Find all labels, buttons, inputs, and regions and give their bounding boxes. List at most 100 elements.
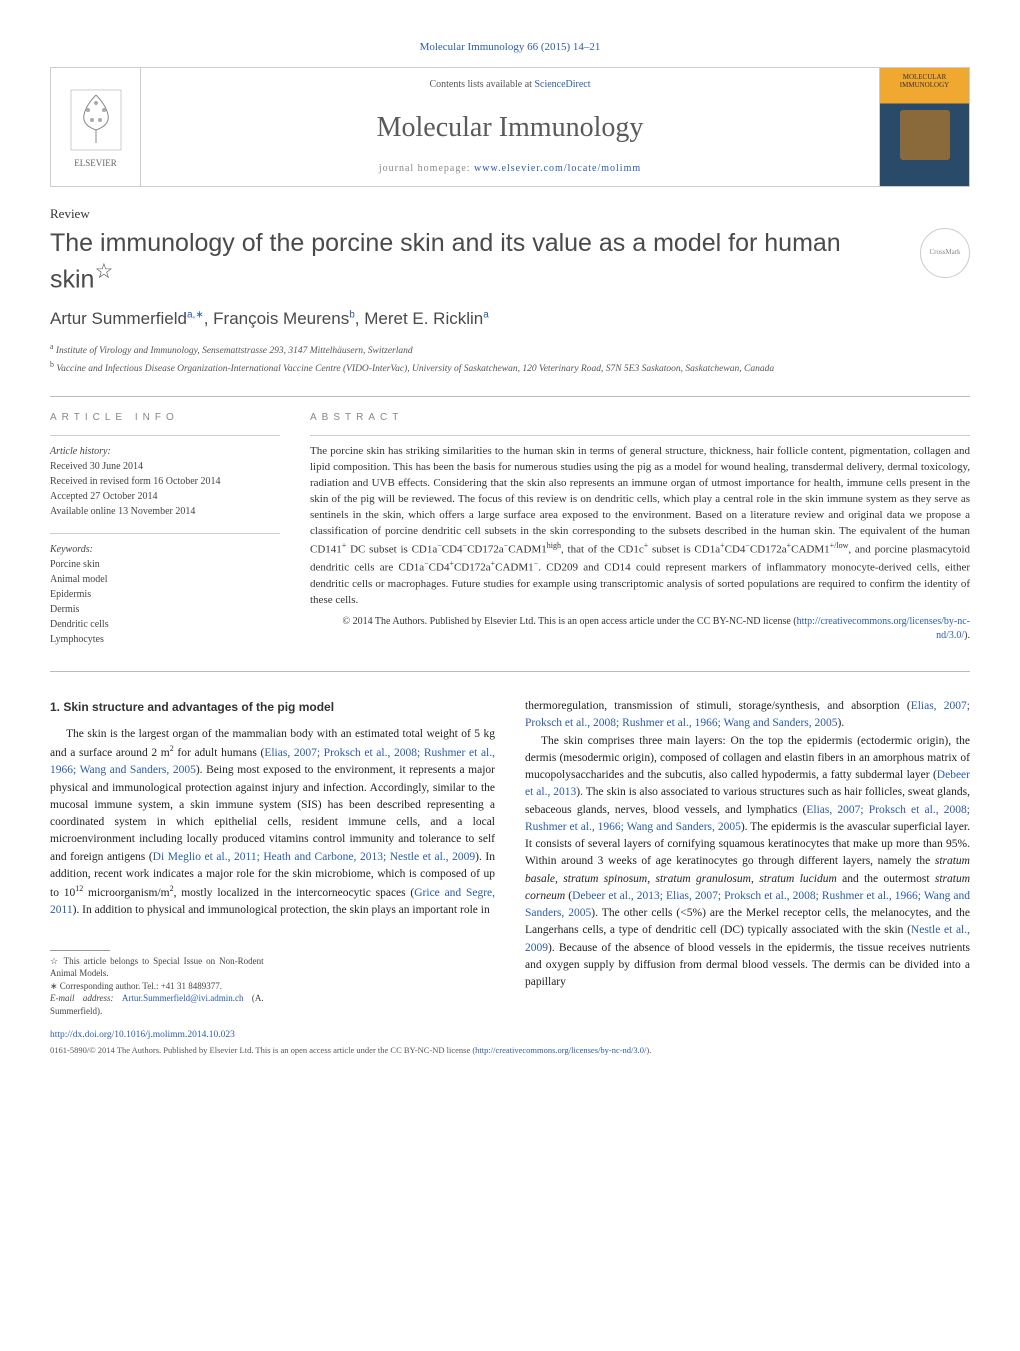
divider-bottom bbox=[50, 671, 970, 672]
elsevier-label: ELSEVIER bbox=[74, 157, 117, 170]
abs-p1: The porcine skin has striking similariti… bbox=[310, 445, 970, 555]
author-3-sup: a bbox=[483, 310, 489, 321]
contents-prefix: Contents lists available at bbox=[429, 79, 534, 90]
title-footnote-marker: ☆ bbox=[94, 260, 113, 283]
author-1: Artur Summerfield bbox=[50, 309, 187, 328]
keyword-2: Animal model bbox=[50, 572, 280, 587]
revised-date: Received in revised form 16 October 2014 bbox=[50, 474, 280, 489]
author-3: , Meret E. Ricklin bbox=[355, 309, 483, 328]
history-label: Article history: bbox=[50, 444, 280, 459]
author-1-sup: a,∗ bbox=[187, 310, 204, 321]
abs-p1b: DC subset is CD1a bbox=[346, 543, 437, 555]
right-column: thermoregulation, transmission of stimul… bbox=[525, 698, 970, 1017]
footer-copy-b: ). bbox=[646, 1045, 651, 1055]
col1-paragraph-1: The skin is the largest organ of the mam… bbox=[50, 726, 495, 919]
col2-paragraph-1: thermoregulation, transmission of stimul… bbox=[525, 698, 970, 733]
article-info-header: ARTICLE INFO bbox=[50, 411, 280, 425]
c1p1f: , mostly localized in the intercorneocyt… bbox=[174, 887, 415, 899]
c2p2e: , bbox=[647, 873, 655, 885]
contents-available-line: Contents lists available at ScienceDirec… bbox=[429, 78, 590, 92]
homepage-line: journal homepage: www.elsevier.com/locat… bbox=[379, 162, 641, 176]
c2p2f: , bbox=[751, 873, 759, 885]
abs-p1c: CD4 bbox=[442, 543, 463, 555]
footnote-divider bbox=[50, 950, 110, 951]
corresponding-email-link[interactable]: Artur.Summerfield@ivi.admin.ch bbox=[122, 993, 244, 1003]
c1p1c: ). Being most exposed to the environment… bbox=[50, 764, 495, 862]
abstract-subdivider bbox=[310, 435, 970, 436]
author-2: , François Meurens bbox=[204, 309, 350, 328]
affiliation-b-text: Vaccine and Infectious Disease Organizat… bbox=[56, 364, 774, 374]
footnotes: ☆ This article belongs to Special Issue … bbox=[50, 950, 264, 1018]
abstract-column: ABSTRACT The porcine skin has striking s… bbox=[310, 411, 970, 661]
article-type: Review bbox=[50, 205, 970, 223]
journal-cover-thumbnail: MOLECULAR IMMUNOLOGY bbox=[879, 68, 969, 186]
journal-reference: Molecular Immunology 66 (2015) 14–21 bbox=[50, 40, 970, 55]
em2: stratum spinosum bbox=[563, 873, 647, 885]
abs-p1e: CADM1 bbox=[508, 543, 547, 555]
c2p2g: and the outermost bbox=[837, 873, 935, 885]
affiliation-a: a Institute of Virology and Immunology, … bbox=[50, 341, 970, 358]
journal-homepage-link[interactable]: www.elsevier.com/locate/molimm bbox=[474, 163, 641, 174]
keyword-4: Dermis bbox=[50, 602, 280, 617]
article-history: Article history: Received 30 June 2014 R… bbox=[50, 444, 280, 519]
citation-2[interactable]: Di Meglio et al., 2011; Heath and Carbon… bbox=[153, 851, 475, 863]
em4: stratum lucidum bbox=[759, 873, 837, 885]
c1p1g: ). In addition to physical and immunolog… bbox=[73, 904, 490, 916]
keyword-6: Lymphocytes bbox=[50, 632, 280, 647]
header-center: Contents lists available at ScienceDirec… bbox=[141, 68, 879, 186]
abs-p1l: CD4 bbox=[429, 562, 450, 574]
title-text: The immunology of the porcine skin and i… bbox=[50, 229, 841, 294]
affiliations: a Institute of Virology and Immunology, … bbox=[50, 341, 970, 376]
journal-name: Molecular Immunology bbox=[377, 108, 644, 147]
crossmark-badge[interactable]: CrossMark bbox=[920, 228, 970, 278]
abs-p1f: , that of the CD1c bbox=[561, 543, 644, 555]
left-column: 1. Skin structure and advantages of the … bbox=[50, 698, 495, 1017]
c2p1b: ). bbox=[838, 717, 845, 729]
abs-p1n: CADM1 bbox=[495, 562, 534, 574]
copyright-text: © 2014 The Authors. Published by Elsevie… bbox=[343, 616, 797, 627]
info-subdivider-1 bbox=[50, 435, 280, 436]
keyword-1: Porcine skin bbox=[50, 557, 280, 572]
keyword-3: Epidermis bbox=[50, 587, 280, 602]
affiliation-a-text: Institute of Virology and Immunology, Se… bbox=[56, 346, 413, 356]
c2p2j: ). Because of the absence of blood vesse… bbox=[525, 942, 970, 989]
footer-copy-a: 0161-5890/© 2014 The Authors. Published … bbox=[50, 1045, 475, 1055]
keywords-label: Keywords: bbox=[50, 542, 280, 557]
abs-p1h: CD4 bbox=[725, 543, 746, 555]
footnote-star: ☆ This article belongs to Special Issue … bbox=[50, 955, 264, 980]
online-date: Available online 13 November 2014 bbox=[50, 504, 280, 519]
accepted-date: Accepted 27 October 2014 bbox=[50, 489, 280, 504]
keywords-block: Keywords: Porcine skin Animal model Epid… bbox=[50, 542, 280, 647]
footer-license-link[interactable]: http://creativecommons.org/licenses/by-n… bbox=[475, 1045, 646, 1055]
abs-p1j: CADM1 bbox=[791, 543, 830, 555]
c1p1e: microorganism/m bbox=[83, 887, 169, 899]
c2p2a: The skin comprises three main layers: On… bbox=[525, 735, 970, 782]
keyword-5: Dendritic cells bbox=[50, 617, 280, 632]
journal-header-box: ELSEVIER Contents lists available at Sci… bbox=[50, 67, 970, 187]
sciencedirect-link[interactable]: ScienceDirect bbox=[534, 79, 590, 90]
doi-link[interactable]: http://dx.doi.org/10.1016/j.molimm.2014.… bbox=[50, 1029, 970, 1042]
abstract-copyright: © 2014 The Authors. Published by Elsevie… bbox=[310, 615, 970, 643]
elsevier-logo: ELSEVIER bbox=[51, 68, 141, 186]
license-link[interactable]: http://creativecommons.org/licenses/by-n… bbox=[797, 616, 970, 641]
c2p1a: thermoregulation, transmission of stimul… bbox=[525, 700, 911, 712]
affiliation-b: b Vaccine and Infectious Disease Organiz… bbox=[50, 359, 970, 376]
divider-top bbox=[50, 396, 970, 397]
c1p1b: for adult humans ( bbox=[174, 747, 265, 759]
col2-paragraph-2: The skin comprises three main layers: On… bbox=[525, 733, 970, 992]
abs-p1m: CD172a bbox=[454, 562, 491, 574]
received-date: Received 30 June 2014 bbox=[50, 459, 280, 474]
elsevier-tree-icon bbox=[66, 85, 126, 155]
copyright-end: ). bbox=[964, 630, 970, 641]
c2p2i: ). The other cells (<5%) are the Merkel … bbox=[525, 907, 970, 936]
abs-p1g: subset is CD1a bbox=[648, 543, 720, 555]
footnote-corresponding: ∗ Corresponding author. Tel.: +41 31 848… bbox=[50, 980, 264, 993]
article-title: The immunology of the porcine skin and i… bbox=[50, 228, 900, 296]
authors-line: Artur Summerfielda,∗, François Meurensb,… bbox=[50, 307, 970, 331]
cover-title: MOLECULAR IMMUNOLOGY bbox=[886, 74, 963, 89]
abs-p1d: CD172a bbox=[467, 543, 504, 555]
footnote-email: E-mail address: Artur.Summerfield@ivi.ad… bbox=[50, 992, 264, 1017]
article-info-column: ARTICLE INFO Article history: Received 3… bbox=[50, 411, 280, 661]
email-label: E-mail address: bbox=[50, 993, 122, 1003]
crossmark-label: CrossMark bbox=[929, 248, 960, 258]
